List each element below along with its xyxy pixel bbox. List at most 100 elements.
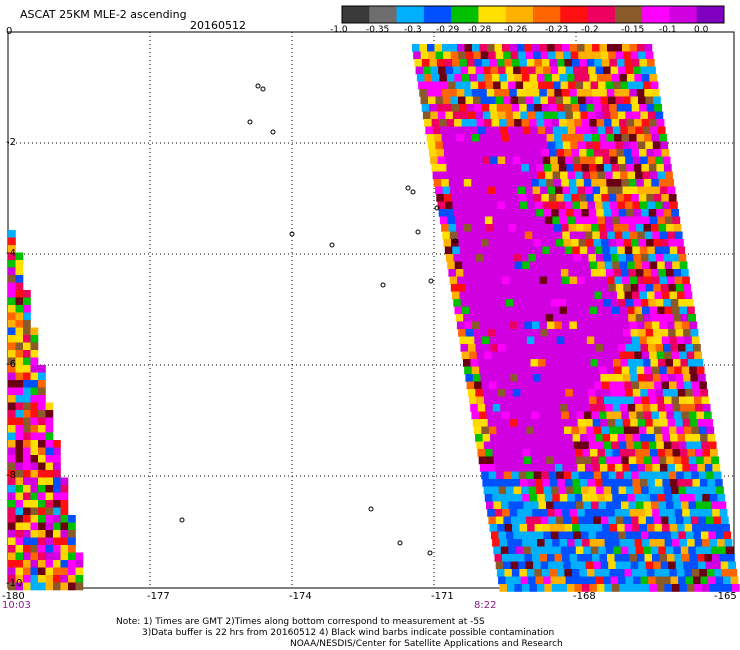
data-cell (45, 440, 54, 448)
data-cell (466, 194, 475, 202)
data-cell (483, 344, 491, 352)
data-cell (529, 261, 538, 270)
data-cell (640, 111, 649, 120)
data-cell (520, 531, 529, 540)
data-cell (546, 134, 555, 142)
data-cell (643, 314, 651, 322)
data-cell (659, 134, 667, 142)
data-cell (614, 231, 623, 240)
data-cell (578, 96, 586, 105)
data-cell (38, 387, 46, 396)
data-cell (8, 335, 16, 343)
data-cell (562, 186, 571, 195)
data-cell (15, 335, 24, 343)
data-cell (453, 164, 462, 172)
data-cell (697, 419, 706, 427)
data-cell (449, 89, 458, 97)
island-outline (380, 282, 386, 288)
data-cell (689, 509, 698, 517)
data-cell (586, 471, 594, 480)
data-cell (656, 254, 664, 262)
data-cell (60, 530, 69, 538)
data-cell (525, 51, 534, 60)
data-cell (603, 254, 612, 262)
data-cell (489, 381, 497, 390)
data-cell (664, 584, 673, 592)
data-cell (604, 306, 613, 315)
data-cell (530, 171, 538, 180)
data-cell (631, 381, 640, 390)
data-cell (696, 456, 704, 465)
data-cell (610, 434, 618, 442)
data-cell (547, 276, 555, 285)
data-cell (621, 501, 629, 510)
data-cell (561, 224, 569, 232)
data-cell (509, 464, 518, 472)
data-cell (571, 194, 580, 202)
data-cell (650, 171, 658, 180)
data-cell (566, 486, 574, 495)
data-cell (677, 291, 685, 300)
data-cell (530, 81, 539, 90)
data-cell (23, 312, 31, 321)
data-cell (486, 411, 495, 420)
data-cell (631, 426, 640, 435)
data-cell (590, 314, 599, 322)
colorbar-swatch (533, 6, 561, 23)
data-cell (596, 486, 604, 495)
data-cell (531, 501, 539, 510)
data-cell (475, 434, 483, 442)
data-cell (492, 261, 500, 270)
data-cell (493, 359, 501, 367)
data-cell (624, 336, 633, 345)
data-cell (641, 74, 650, 82)
data-cell (634, 584, 643, 592)
data-cell (661, 194, 670, 202)
data-cell (624, 291, 633, 300)
data-cell (525, 516, 534, 525)
data-cell (478, 269, 487, 277)
data-cell (38, 545, 46, 553)
data-cell (15, 522, 24, 531)
data-cell (491, 119, 500, 127)
data-cell (452, 156, 461, 165)
data-cell (622, 509, 630, 517)
data-cell (628, 359, 636, 367)
data-cell (570, 419, 578, 427)
data-cell (580, 389, 589, 397)
data-cell (544, 306, 553, 315)
data-cell (709, 584, 718, 592)
data-cell (653, 194, 662, 202)
data-cell (628, 81, 636, 90)
data-cell (633, 164, 642, 172)
data-cell (540, 141, 549, 150)
data-cell (577, 509, 585, 517)
data-cell (600, 96, 609, 105)
island-outlines (179, 83, 458, 556)
data-cell (579, 291, 588, 300)
data-cell (572, 246, 581, 255)
data-cell (688, 411, 697, 420)
data-cell (669, 381, 677, 390)
data-cell (662, 291, 670, 300)
data-cell (540, 329, 549, 337)
data-cell (479, 134, 487, 142)
data-cell (15, 515, 24, 523)
data-cell (455, 126, 464, 135)
data-cell (661, 336, 670, 345)
data-cell (527, 201, 536, 210)
data-cell (514, 494, 523, 502)
data-cell (585, 329, 594, 337)
data-cell (30, 380, 39, 388)
data-cell (538, 179, 547, 187)
data-cell (487, 44, 495, 52)
data-cell (575, 269, 584, 277)
data-cell (647, 389, 656, 397)
data-cell (594, 524, 603, 532)
data-cell (569, 321, 578, 330)
data-cell (600, 419, 608, 427)
data-cell (594, 336, 603, 345)
data-cell (514, 74, 523, 82)
data-cell (606, 411, 615, 420)
data-cell (506, 119, 515, 127)
